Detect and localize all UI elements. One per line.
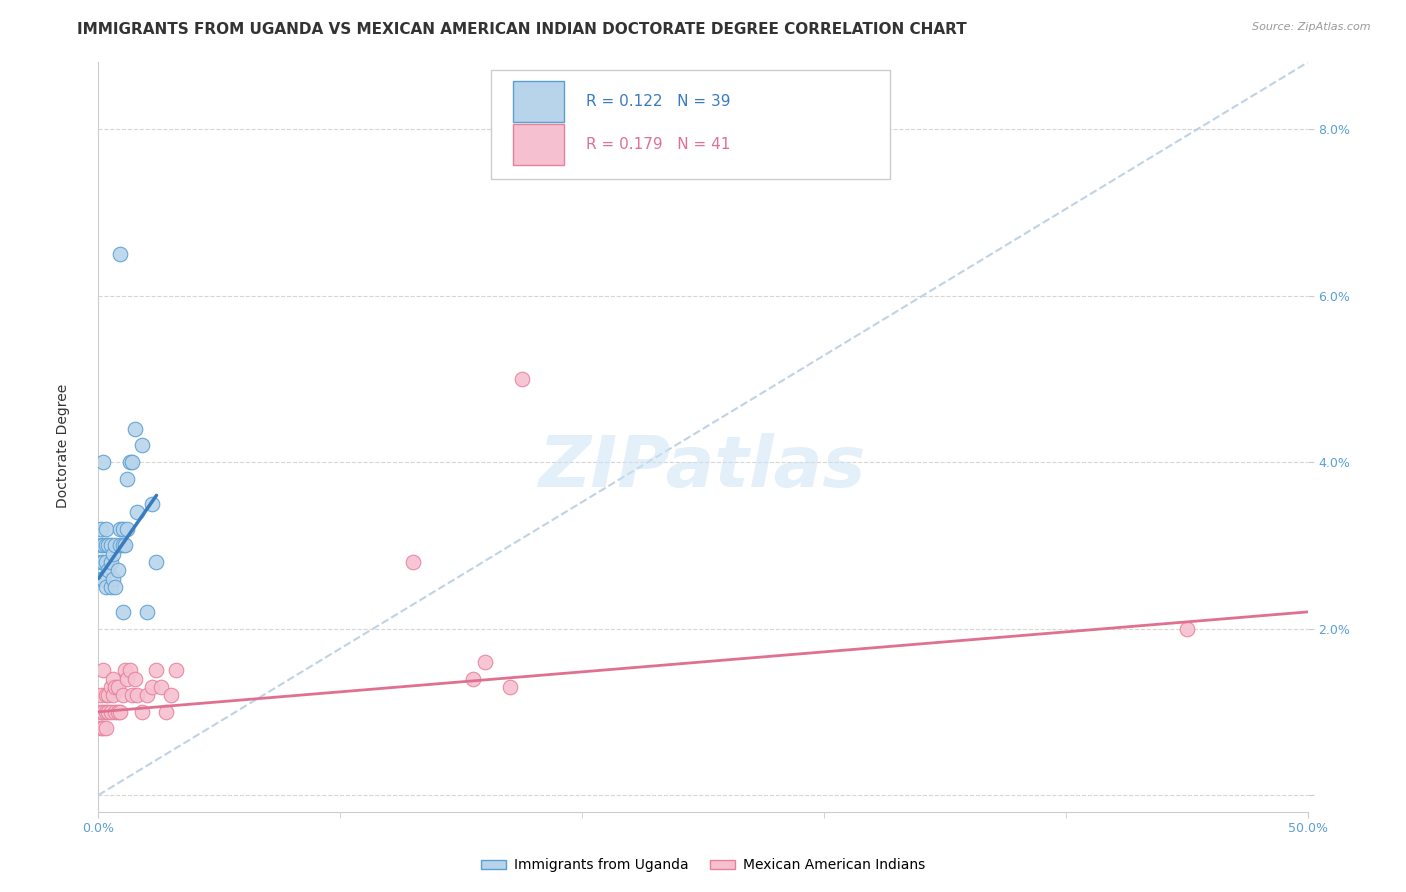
Text: Doctorate Degree: Doctorate Degree — [56, 384, 70, 508]
Point — [107, 563, 129, 577]
Point — [100, 555, 122, 569]
Point — [94, 538, 117, 552]
Point — [91, 722, 114, 736]
Point — [97, 705, 120, 719]
Point — [108, 705, 131, 719]
Point — [91, 455, 114, 469]
FancyBboxPatch shape — [513, 81, 564, 122]
Point — [402, 555, 425, 569]
Point — [135, 605, 157, 619]
Point — [127, 505, 149, 519]
Point — [155, 705, 177, 719]
Point — [100, 538, 122, 552]
Point — [94, 705, 117, 719]
Point — [118, 455, 141, 469]
Point — [141, 680, 163, 694]
Point — [510, 372, 533, 386]
Point — [124, 422, 146, 436]
Legend: Immigrants from Uganda, Mexican American Indians: Immigrants from Uganda, Mexican American… — [475, 853, 931, 878]
Point — [94, 722, 117, 736]
Point — [91, 663, 114, 677]
Point — [101, 572, 124, 586]
Point — [91, 555, 114, 569]
Point — [104, 580, 127, 594]
Point — [94, 555, 117, 569]
Point — [117, 472, 139, 486]
Point — [108, 247, 131, 261]
Point — [94, 580, 117, 594]
Point — [101, 688, 124, 702]
Point — [117, 672, 139, 686]
Point — [121, 455, 143, 469]
Point — [107, 705, 129, 719]
Point — [145, 663, 167, 677]
Point — [100, 705, 122, 719]
Point — [114, 538, 136, 552]
Point — [107, 680, 129, 694]
Point — [100, 680, 122, 694]
Point — [101, 547, 124, 561]
Point — [121, 688, 143, 702]
Point — [100, 580, 122, 594]
Point — [141, 497, 163, 511]
Point — [104, 680, 127, 694]
Point — [463, 672, 485, 686]
Point — [111, 605, 134, 619]
Point — [118, 663, 141, 677]
Point — [90, 522, 112, 536]
Point — [90, 555, 112, 569]
Point — [150, 680, 173, 694]
Text: Source: ZipAtlas.com: Source: ZipAtlas.com — [1253, 22, 1371, 32]
Point — [91, 538, 114, 552]
Point — [97, 538, 120, 552]
Point — [104, 705, 127, 719]
Point — [114, 663, 136, 677]
Point — [97, 688, 120, 702]
Point — [117, 522, 139, 536]
Point — [94, 522, 117, 536]
Point — [91, 705, 114, 719]
Point — [90, 722, 112, 736]
Text: R = 0.122   N = 39: R = 0.122 N = 39 — [586, 95, 730, 110]
Point — [160, 688, 183, 702]
Point — [127, 688, 149, 702]
Point — [97, 563, 120, 577]
Point — [135, 688, 157, 702]
Point — [94, 688, 117, 702]
FancyBboxPatch shape — [492, 70, 890, 178]
Point — [111, 688, 134, 702]
Text: IMMIGRANTS FROM UGANDA VS MEXICAN AMERICAN INDIAN DOCTORATE DEGREE CORRELATION C: IMMIGRANTS FROM UGANDA VS MEXICAN AMERIC… — [77, 22, 967, 37]
Point — [498, 680, 520, 694]
Point — [111, 522, 134, 536]
Point — [124, 672, 146, 686]
Point — [90, 705, 112, 719]
Point — [91, 572, 114, 586]
Point — [165, 663, 187, 677]
Point — [1175, 622, 1198, 636]
Point — [108, 522, 131, 536]
Point — [104, 538, 127, 552]
Text: ZIPatlas: ZIPatlas — [540, 433, 866, 501]
FancyBboxPatch shape — [513, 124, 564, 165]
Point — [111, 538, 134, 552]
Point — [101, 672, 124, 686]
Point — [131, 438, 153, 452]
Point — [131, 705, 153, 719]
Point — [90, 572, 112, 586]
Point — [108, 538, 131, 552]
Point — [145, 555, 167, 569]
Point — [474, 655, 496, 669]
Text: R = 0.179   N = 41: R = 0.179 N = 41 — [586, 137, 730, 152]
Point — [90, 538, 112, 552]
Point — [90, 688, 112, 702]
